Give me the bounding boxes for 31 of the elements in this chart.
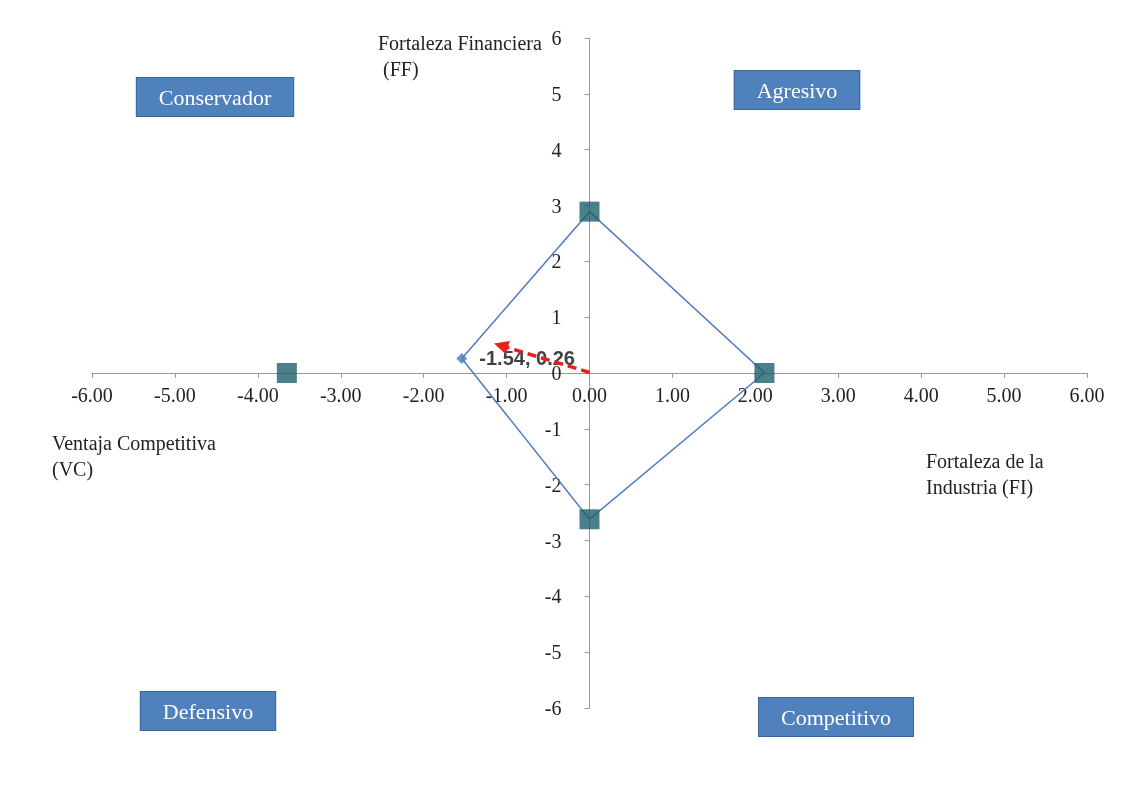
annotation: Ventaja Competitiva (VC) bbox=[52, 432, 221, 481]
y-tick-label: 5 bbox=[551, 82, 562, 105]
annotation: Competitivo bbox=[781, 704, 891, 730]
y-tick-label: -2 bbox=[544, 473, 562, 496]
y-tick-label: -4 bbox=[544, 585, 562, 608]
annotation: Defensivo bbox=[162, 698, 254, 724]
x-tick-label: 6.00 bbox=[1069, 384, 1105, 406]
x-tick-label: -5.00 bbox=[154, 384, 196, 406]
annotation: Conservador bbox=[158, 84, 272, 110]
x-tick-label: 5.00 bbox=[986, 384, 1022, 406]
x-tick-label: -3.00 bbox=[319, 384, 362, 406]
y-tick-label: -5 bbox=[544, 641, 562, 664]
x-tick-label: -6.00 bbox=[71, 384, 113, 406]
y-tick-label: 4 bbox=[551, 138, 562, 161]
x-tick-label: 0.00 bbox=[572, 384, 607, 406]
y-tick-label: -3 bbox=[544, 529, 562, 552]
x-tick-label: 3.00 bbox=[820, 384, 856, 406]
y-tick-label: 2 bbox=[551, 250, 562, 273]
x-axis-title: Fortaleza de la Industria (FI) bbox=[926, 450, 1049, 499]
annotation: Agresivo bbox=[756, 77, 838, 103]
y-tick-label: 6 bbox=[551, 27, 562, 49]
x-tick-label: -2.00 bbox=[402, 384, 445, 406]
y-axis-title: Fortaleza Financiera (FF) bbox=[378, 32, 542, 81]
y-tick-label: -1 bbox=[544, 417, 562, 440]
x-tick-label: 1.00 bbox=[654, 384, 690, 406]
x-tick-label: -4.00 bbox=[237, 384, 279, 406]
x-tick-label: 4.00 bbox=[903, 384, 939, 406]
x-tick-label: 2.00 bbox=[737, 384, 773, 406]
y-tick-label: 1 bbox=[551, 306, 562, 329]
y-tick-label: 3 bbox=[551, 194, 562, 217]
y-tick-label: -6 bbox=[544, 697, 562, 719]
